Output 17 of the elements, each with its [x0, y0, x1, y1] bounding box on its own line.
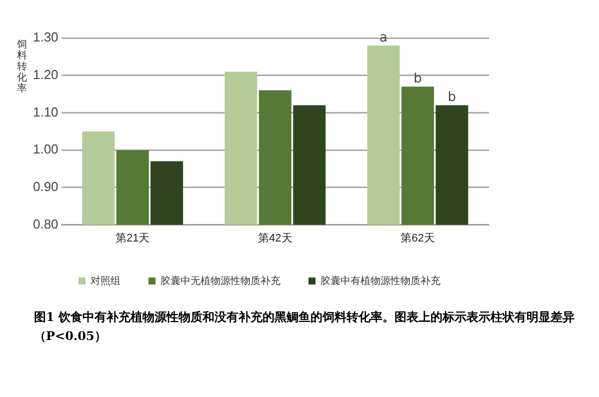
x-tick-label: 第21天 [115, 232, 150, 244]
y-tick-label: 0.80 [32, 216, 58, 232]
legend-label: 胶囊中无植物源性物质补充 [160, 274, 280, 287]
y-tick-label: 0.90 [32, 179, 58, 194]
x-tick-label: 第62天 [400, 232, 435, 244]
caption: 图1 饮食中有补充植物源性物质和没有补充的黑鲷鱼的饲料转化率。图表上的标示表示柱状有明显差异（P<0.05） [34, 309, 576, 345]
y-tick-label: 1.20 [32, 66, 58, 82]
annotation: b [414, 71, 422, 86]
annotation: b [448, 90, 456, 106]
y-tick-label: 1.00 [32, 142, 58, 157]
annotation: a [380, 30, 388, 46]
y-axis-title: 饲料转化率 [16, 40, 27, 95]
legend-label: 对照组 [90, 274, 120, 287]
legend-label: 胶囊中有植物源性物质补充 [320, 274, 440, 287]
x-tick-label: 第42天 [258, 232, 292, 244]
y-tick-label: 1.10 [32, 104, 58, 120]
y-tick-label: 1.30 [32, 30, 58, 45]
